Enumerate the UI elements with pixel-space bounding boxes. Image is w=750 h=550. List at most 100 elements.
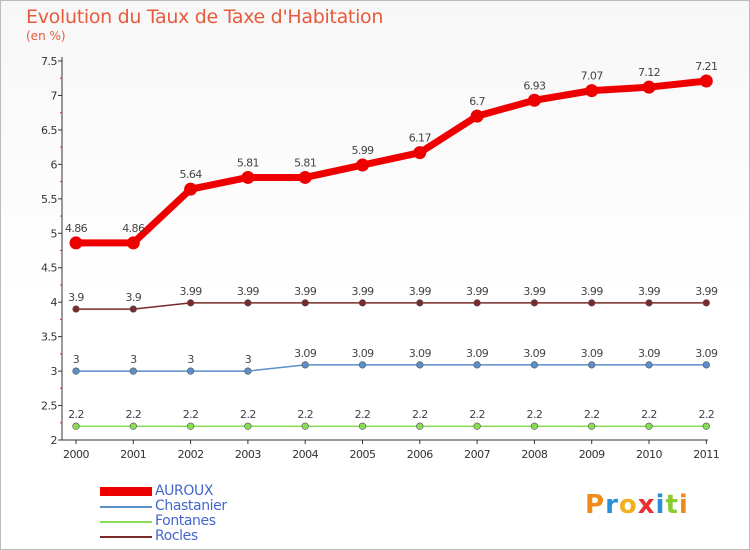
data-label-chastanier: 3.09	[523, 347, 546, 360]
data-label-chastanier: 3.09	[409, 347, 432, 360]
x-tick-label: 2003	[235, 448, 261, 461]
data-label-auroux: 5.64	[180, 168, 203, 181]
data-point-rocles	[588, 299, 596, 307]
data-label-rocles: 3.99	[466, 285, 489, 298]
data-point-chastanier	[473, 361, 481, 369]
data-label-auroux: 5.81	[294, 156, 316, 169]
data-label-auroux: 5.81	[237, 156, 259, 169]
data-point-rocles	[416, 299, 424, 307]
y-tick-label: 2.5	[41, 400, 57, 413]
data-point-chastanier	[588, 361, 596, 369]
data-point-auroux	[470, 109, 484, 123]
y-tick-label: 7	[51, 89, 58, 102]
legend-swatch-auroux	[100, 487, 152, 496]
y-tick-label: 7.5	[41, 55, 57, 68]
data-point-chastanier	[530, 361, 539, 369]
data-label-chastanier: 3	[245, 353, 252, 366]
data-label-fontanes: 2.2	[355, 408, 371, 421]
y-tick-label: 3.5	[41, 331, 57, 344]
data-label-chastanier: 3.09	[638, 347, 661, 360]
data-point-auroux	[527, 93, 541, 107]
logo-letter: o	[618, 490, 638, 520]
data-label-fontanes: 2.2	[698, 408, 714, 421]
data-label-rocles: 3.9	[125, 291, 141, 304]
x-tick-label: 2007	[464, 448, 490, 461]
data-label-fontanes: 2.2	[412, 408, 428, 421]
data-label-rocles: 3.99	[581, 285, 604, 298]
logo-letter: t	[665, 490, 679, 520]
data-point-fontanes	[301, 422, 309, 430]
y-tick-label: 6.5	[41, 124, 57, 137]
data-point-auroux	[585, 84, 599, 98]
logo-letter: i	[678, 490, 689, 520]
data-point-rocles	[530, 299, 539, 307]
x-tick-label: 2009	[579, 448, 605, 461]
data-point-auroux	[298, 170, 312, 184]
data-point-chastanier	[301, 361, 309, 369]
proxiti-logo: Proxiti	[585, 490, 689, 520]
data-label-rocles: 3.99	[180, 285, 203, 298]
data-label-fontanes: 2.2	[297, 408, 313, 421]
data-label-rocles: 3.99	[638, 285, 661, 298]
chart-subtitle: (en %)	[26, 29, 66, 43]
data-label-fontanes: 2.2	[584, 408, 600, 421]
data-point-fontanes	[530, 422, 539, 430]
data-point-auroux	[241, 170, 255, 184]
data-point-rocles	[301, 299, 309, 307]
data-point-chastanier	[358, 361, 367, 369]
data-point-chastanier	[244, 367, 252, 375]
legend-swatch-rocles	[100, 536, 152, 538]
data-label-auroux: 7.12	[638, 66, 660, 79]
x-tick-label: 2006	[407, 448, 433, 461]
data-point-fontanes	[645, 422, 653, 430]
data-point-rocles	[645, 299, 653, 307]
y-tick-label: 5.5	[41, 193, 57, 206]
data-label-auroux: 7.21	[695, 60, 717, 73]
data-label-rocles: 3.99	[294, 285, 317, 298]
y-tick-label: 4	[51, 296, 58, 309]
data-label-rocles: 3.99	[523, 285, 546, 298]
data-point-fontanes	[244, 422, 252, 430]
x-tick-label: 2001	[120, 448, 146, 461]
data-point-chastanier	[187, 367, 195, 375]
data-point-fontanes	[588, 422, 596, 430]
data-label-fontanes: 2.2	[68, 408, 84, 421]
y-tick-label: 6	[51, 158, 58, 171]
data-label-auroux: 6.93	[523, 79, 546, 92]
logo-letter: P	[585, 490, 606, 520]
legend-label-chastanier: Chastanier	[155, 498, 227, 514]
data-label-fontanes: 2.2	[469, 408, 485, 421]
data-label-rocles: 3.99	[409, 285, 432, 298]
legend-swatch-fontanes	[100, 521, 152, 523]
data-label-auroux: 4.86	[65, 222, 88, 235]
data-point-auroux	[413, 146, 427, 160]
data-point-fontanes	[702, 422, 710, 430]
legend-label-rocles: Rocles	[155, 528, 198, 544]
x-tick-label: 2005	[350, 448, 376, 461]
data-label-auroux: 6.17	[409, 132, 432, 145]
x-tick-label: 2002	[178, 448, 204, 461]
data-label-fontanes: 2.2	[641, 408, 657, 421]
data-point-chastanier	[72, 367, 80, 375]
series-line-auroux	[76, 77, 707, 247]
y-tick-label: 3	[51, 365, 58, 378]
data-label-fontanes: 2.2	[240, 408, 256, 421]
data-point-fontanes	[187, 422, 195, 430]
data-point-auroux	[126, 236, 140, 250]
logo-letter: r	[605, 490, 619, 520]
data-point-auroux	[69, 236, 83, 250]
data-label-auroux: 5.99	[351, 144, 374, 157]
data-point-fontanes	[129, 422, 137, 430]
data-point-rocles	[187, 299, 195, 307]
series-line-rocles	[76, 302, 707, 310]
data-label-auroux: 6.7	[469, 95, 485, 108]
data-label-fontanes: 2.2	[125, 408, 141, 421]
data-point-auroux	[699, 74, 713, 88]
data-point-rocles	[358, 299, 367, 307]
data-label-auroux: 7.07	[581, 70, 604, 83]
x-tick-label: 2011	[693, 448, 719, 461]
data-point-rocles	[244, 299, 252, 307]
data-label-fontanes: 2.2	[183, 408, 199, 421]
y-tick-label: 4.5	[41, 262, 57, 275]
